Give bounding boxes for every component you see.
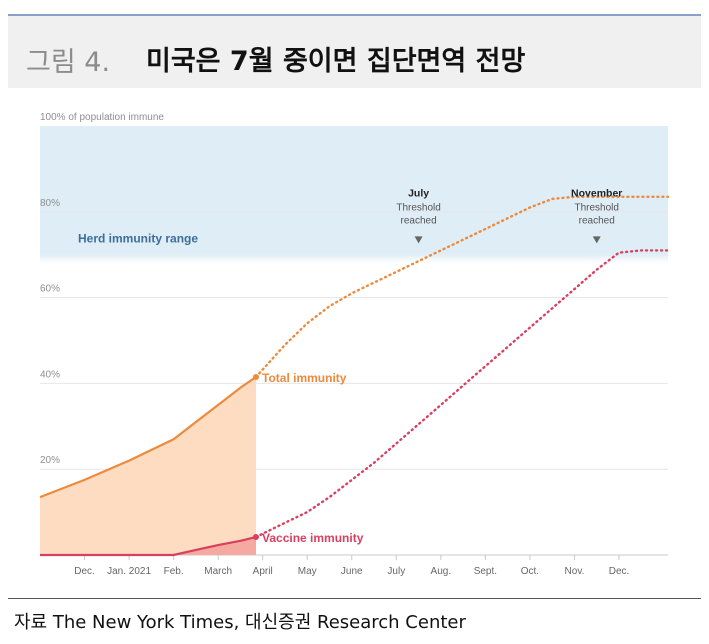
x-tick-label: Aug. bbox=[431, 566, 452, 577]
x-tick-label: Nov. bbox=[565, 566, 585, 577]
x-tick-label: Sept. bbox=[474, 566, 497, 577]
annotation-text: Threshold bbox=[575, 202, 619, 213]
annotation-title: November bbox=[571, 187, 622, 199]
annotation-arrow bbox=[414, 236, 423, 244]
x-tick-label: June bbox=[341, 566, 363, 577]
x-tick-label: March bbox=[204, 566, 232, 577]
figure-title: 미국은 7월 중이면 집단면역 전망 bbox=[146, 46, 526, 77]
series-end-point bbox=[253, 373, 260, 380]
immunity-chart: 20% 40% 60% 80% 100% of population immune Her… bbox=[39, 112, 670, 577]
top-rule bbox=[8, 14, 701, 16]
figure-label: 그림 4. bbox=[26, 47, 111, 78]
annotation-text: reached bbox=[579, 215, 615, 226]
source-note: 자료 The New York Times, 대신증권 Research Cen… bbox=[14, 612, 466, 633]
x-tick-label: Oct. bbox=[521, 566, 539, 577]
series-label: Total immunity bbox=[262, 371, 347, 385]
x-tick-label: Feb. bbox=[164, 566, 184, 577]
x-tick-label: Jan. 2021 bbox=[107, 566, 151, 577]
x-tick-label: Dec. bbox=[74, 566, 95, 577]
bottom-rule bbox=[8, 598, 701, 599]
x-tick-label: July bbox=[387, 566, 405, 577]
series-area bbox=[40, 537, 256, 555]
herd-band-fade bbox=[40, 254, 668, 267]
x-tick-label: May bbox=[298, 566, 317, 577]
annotation-text: reached bbox=[401, 215, 437, 226]
x-tick-label: Dec. bbox=[609, 566, 630, 577]
series-line-solid bbox=[40, 535, 257, 557]
y-tick-label: 60% bbox=[40, 284, 60, 295]
y-tick-label: 40% bbox=[40, 369, 60, 380]
annotation-text: Threshold bbox=[396, 202, 440, 213]
y-tick-label: 80% bbox=[40, 198, 60, 209]
figure-header: 그림 4. 미국은 7월 중이면 집단면역 전망 bbox=[8, 16, 701, 88]
y-axis-label: 100% of population immune bbox=[40, 112, 164, 123]
series-line-projection bbox=[254, 249, 670, 539]
series-line-solid bbox=[39, 376, 257, 499]
series-end-point bbox=[253, 533, 260, 540]
chart-area: 20% 40% 60% 80% 100% of population immune Her… bbox=[0, 100, 709, 590]
series-label: Vaccine immunity bbox=[262, 531, 364, 545]
herd-band-label: Herd immunity range bbox=[78, 232, 198, 246]
annotation-arrow bbox=[592, 236, 601, 244]
herd-immunity-band bbox=[40, 126, 668, 255]
y-tick-label: 20% bbox=[40, 455, 60, 466]
series-area bbox=[40, 377, 256, 555]
series-line-projection bbox=[254, 195, 670, 379]
annotation-title: July bbox=[408, 187, 429, 199]
x-tick-label: April bbox=[253, 566, 273, 577]
